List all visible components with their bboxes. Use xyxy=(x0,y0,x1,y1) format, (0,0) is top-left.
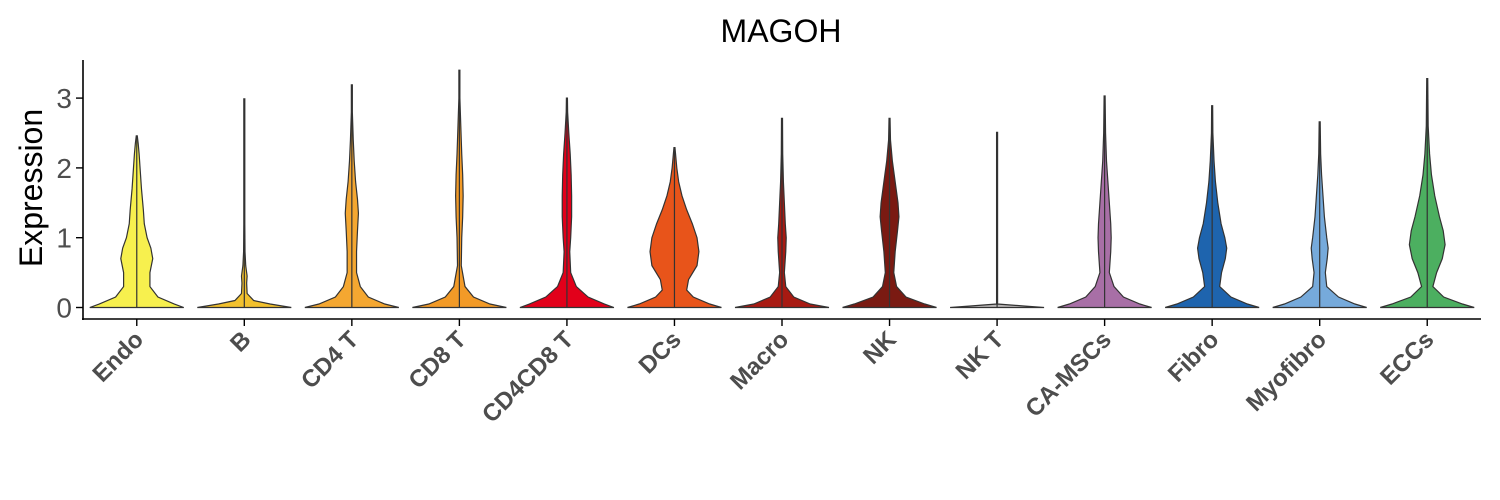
y-axis: 0 1 2 3 xyxy=(56,60,84,324)
x-tick-label: ECCs xyxy=(1375,326,1439,390)
x-tick-label: CD4 T xyxy=(296,326,364,394)
y-tick-label: 2 xyxy=(56,153,72,184)
x-tick-label: B xyxy=(225,326,256,357)
y-tick-label: 3 xyxy=(56,83,72,114)
x-tick-label: NK xyxy=(858,326,902,370)
y-tick-label: 0 xyxy=(56,293,72,324)
x-axis: Endo B CD4 T CD8 T CD4CD8 T DCs Macro NK NK T CA-… xyxy=(82,318,1481,428)
violins-layer xyxy=(89,69,1475,309)
x-tick-label: CD4CD8 T xyxy=(477,326,579,428)
x-tick-label: DCs xyxy=(634,326,687,379)
y-tick-label: 1 xyxy=(56,223,72,254)
x-tick-label: Endo xyxy=(87,326,149,388)
x-tick-label: CD8 T xyxy=(404,326,472,394)
x-tick-label: Fibro xyxy=(1163,326,1225,388)
x-tick-label: Myofibro xyxy=(1241,326,1332,417)
x-tick-label: CA-MSCs xyxy=(1020,326,1116,422)
x-tick-label: NK T xyxy=(951,326,1010,385)
y-axis-label: Expression xyxy=(13,109,49,267)
x-tick-label: Macro xyxy=(725,326,794,395)
chart-title: MAGOH xyxy=(721,13,842,49)
